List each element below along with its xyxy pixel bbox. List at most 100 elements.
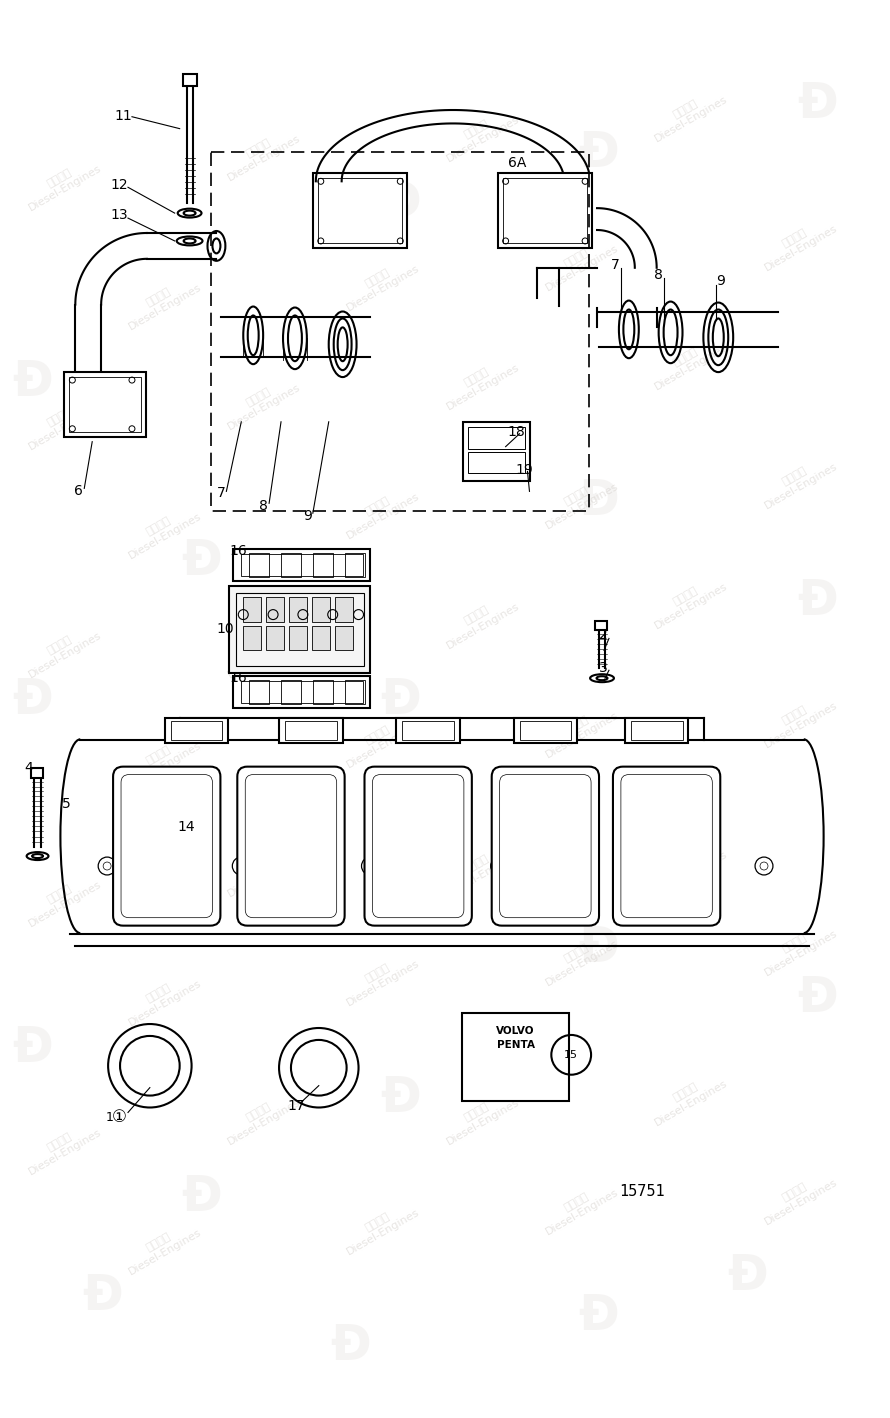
Bar bbox=[318, 179, 402, 242]
Text: 3: 3 bbox=[599, 661, 608, 675]
Text: 紫发动力
Diesel-Engines: 紫发动力 Diesel-Engines bbox=[339, 481, 422, 542]
Text: Ð: Ð bbox=[578, 1292, 619, 1340]
Text: 7: 7 bbox=[611, 258, 619, 272]
Text: 紫发动力
Diesel-Engines: 紫发动力 Diesel-Engines bbox=[21, 153, 103, 213]
Text: 6: 6 bbox=[75, 485, 83, 498]
Text: 紫发动力
Diesel-Engines: 紫发动力 Diesel-Engines bbox=[339, 710, 422, 770]
Text: 15: 15 bbox=[564, 1049, 578, 1059]
Bar bbox=[195, 786, 206, 794]
Text: 2: 2 bbox=[599, 628, 608, 642]
Text: 紫发动力
Diesel-Engines: 紫发动力 Diesel-Engines bbox=[647, 332, 730, 393]
Bar bbox=[498, 173, 592, 248]
Bar bbox=[289, 597, 307, 621]
Text: 紫发动力
Diesel-Engines: 紫发动力 Diesel-Engines bbox=[339, 252, 422, 312]
Text: Ð: Ð bbox=[797, 974, 838, 1022]
Text: Ð: Ð bbox=[330, 1322, 371, 1370]
FancyBboxPatch shape bbox=[491, 767, 599, 926]
Bar bbox=[171, 720, 222, 740]
Bar bbox=[233, 549, 370, 581]
Bar bbox=[595, 621, 607, 631]
Bar bbox=[503, 179, 587, 242]
Bar bbox=[335, 625, 352, 651]
Text: 紫发动力
Diesel-Engines: 紫发动力 Diesel-Engines bbox=[538, 233, 620, 292]
Text: 紫发动力
Diesel-Engines: 紫发动力 Diesel-Engines bbox=[21, 621, 103, 681]
Bar bbox=[344, 553, 365, 577]
Bar bbox=[402, 720, 454, 740]
Bar bbox=[631, 720, 683, 740]
Bar bbox=[312, 173, 408, 248]
Text: Ð: Ð bbox=[380, 1073, 421, 1122]
Text: 紫发动力
Diesel-Engines: 紫发动力 Diesel-Engines bbox=[21, 869, 103, 929]
Text: 18: 18 bbox=[507, 425, 525, 438]
Text: 紫发动力
Diesel-Engines: 紫发动力 Diesel-Engines bbox=[220, 839, 303, 899]
Text: 16: 16 bbox=[230, 671, 247, 685]
Text: 7: 7 bbox=[216, 486, 225, 501]
FancyBboxPatch shape bbox=[113, 767, 221, 926]
Text: 15751: 15751 bbox=[619, 1184, 665, 1200]
Text: 紫发动力
Diesel-Engines: 紫发动力 Diesel-Engines bbox=[647, 1068, 730, 1127]
Text: 紫发动力
Diesel-Engines: 紫发动力 Diesel-Engines bbox=[756, 691, 839, 750]
Bar bbox=[625, 718, 689, 743]
Text: 5: 5 bbox=[62, 797, 71, 811]
Bar bbox=[396, 718, 460, 743]
Bar bbox=[312, 681, 333, 703]
Text: 紫发动力
Diesel-Engines: 紫发动力 Diesel-Engines bbox=[538, 700, 620, 760]
FancyBboxPatch shape bbox=[613, 767, 720, 926]
Text: 紫发动力
Diesel-Engines: 紫发动力 Diesel-Engines bbox=[121, 501, 203, 562]
Text: 紫发动力
Diesel-Engines: 紫发动力 Diesel-Engines bbox=[538, 929, 620, 988]
Text: 紫发动力
Diesel-Engines: 紫发动力 Diesel-Engines bbox=[21, 391, 103, 452]
Bar bbox=[514, 718, 578, 743]
Text: PENTA: PENTA bbox=[497, 1039, 535, 1049]
Bar bbox=[182, 74, 197, 86]
Text: 紫发动力
Diesel-Engines: 紫发动力 Diesel-Engines bbox=[121, 968, 203, 1028]
Bar bbox=[463, 421, 530, 482]
Text: Ð: Ð bbox=[578, 925, 619, 973]
Text: 紫发动力
Diesel-Engines: 紫发动力 Diesel-Engines bbox=[647, 84, 730, 143]
Bar bbox=[279, 718, 343, 743]
Text: 紫发动力
Diesel-Engines: 紫发动力 Diesel-Engines bbox=[220, 1088, 303, 1147]
Text: 紫发动力
Diesel-Engines: 紫发动力 Diesel-Engines bbox=[756, 451, 839, 512]
Text: 11: 11 bbox=[114, 109, 132, 123]
Text: 10: 10 bbox=[216, 621, 234, 635]
Bar bbox=[249, 681, 269, 703]
Text: 9: 9 bbox=[303, 509, 312, 523]
Text: 紫发动力
Diesel-Engines: 紫发动力 Diesel-Engines bbox=[756, 919, 839, 978]
Text: 17: 17 bbox=[287, 1099, 304, 1113]
Text: Ð: Ð bbox=[12, 676, 53, 725]
Bar bbox=[335, 597, 352, 621]
Bar bbox=[266, 597, 284, 621]
Text: Ð: Ð bbox=[182, 1173, 222, 1221]
Bar bbox=[64, 372, 146, 437]
Text: 紫发动力
Diesel-Engines: 紫发动力 Diesel-Engines bbox=[647, 839, 730, 899]
Bar bbox=[468, 451, 525, 474]
Text: 16: 16 bbox=[230, 545, 247, 559]
Text: 紫发动力
Diesel-Engines: 紫发动力 Diesel-Engines bbox=[339, 949, 422, 1008]
Text: 13: 13 bbox=[110, 208, 128, 223]
Bar bbox=[69, 377, 141, 431]
Bar bbox=[230, 586, 370, 674]
Text: 1: 1 bbox=[106, 1110, 114, 1124]
Text: 紫发动力
Diesel-Engines: 紫发动力 Diesel-Engines bbox=[439, 352, 521, 413]
Bar bbox=[281, 553, 301, 577]
Text: 紫发动力
Diesel-Engines: 紫发动力 Diesel-Engines bbox=[121, 730, 203, 790]
Bar bbox=[285, 720, 336, 740]
Text: 紫发动力
Diesel-Engines: 紫发动力 Diesel-Engines bbox=[220, 123, 303, 183]
Text: 紫发动力
Diesel-Engines: 紫发动力 Diesel-Engines bbox=[121, 1217, 203, 1276]
Text: Ð: Ð bbox=[82, 1272, 123, 1320]
Bar bbox=[312, 625, 329, 651]
Text: 19: 19 bbox=[515, 462, 533, 476]
Text: 紫发动力
Diesel-Engines: 紫发动力 Diesel-Engines bbox=[439, 591, 521, 651]
Bar bbox=[241, 681, 362, 703]
FancyBboxPatch shape bbox=[238, 767, 344, 926]
Text: 紫发动力
Diesel-Engines: 紫发动力 Diesel-Engines bbox=[21, 1117, 103, 1177]
Bar bbox=[249, 553, 269, 577]
Text: 紫发动力
Diesel-Engines: 紫发动力 Diesel-Engines bbox=[756, 213, 839, 272]
Text: 紫发动力
Diesel-Engines: 紫发动力 Diesel-Engines bbox=[538, 471, 620, 532]
Text: 紫发动力
Diesel-Engines: 紫发动力 Diesel-Engines bbox=[220, 621, 303, 681]
Text: 紫发动力
Diesel-Engines: 紫发动力 Diesel-Engines bbox=[121, 272, 203, 332]
Text: 紫发动力
Diesel-Engines: 紫发动力 Diesel-Engines bbox=[756, 1167, 839, 1227]
Bar bbox=[281, 681, 301, 703]
Bar bbox=[30, 767, 43, 777]
Bar bbox=[520, 720, 571, 740]
Bar bbox=[233, 676, 370, 708]
